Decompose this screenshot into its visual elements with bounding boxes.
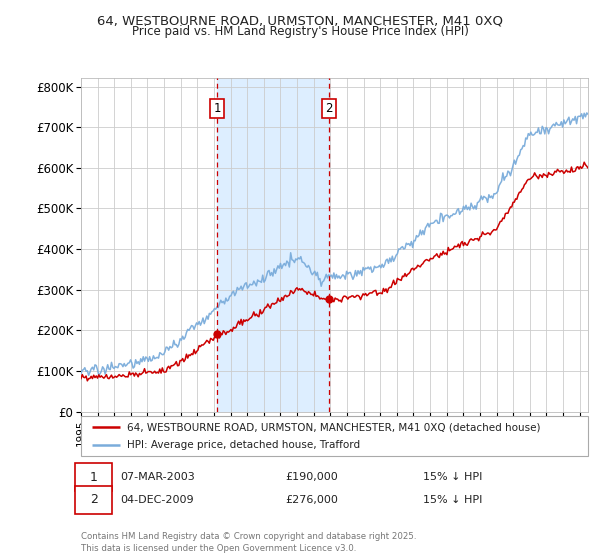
Bar	[217, 78, 329, 412]
Text: 64, WESTBOURNE ROAD, URMSTON, MANCHESTER, M41 0XQ: 64, WESTBOURNE ROAD, URMSTON, MANCHESTER…	[97, 14, 503, 27]
Text: 2: 2	[325, 102, 333, 115]
Text: 2: 2	[89, 493, 98, 506]
Text: Price paid vs. HM Land Registry's House Price Index (HPI): Price paid vs. HM Land Registry's House …	[131, 25, 469, 38]
Text: 1: 1	[89, 470, 98, 484]
Text: 1: 1	[213, 102, 221, 115]
Text: 07-MAR-2003: 07-MAR-2003	[120, 472, 195, 482]
Text: Contains HM Land Registry data © Crown copyright and database right 2025.
This d: Contains HM Land Registry data © Crown c…	[81, 533, 416, 553]
Text: £190,000: £190,000	[285, 472, 338, 482]
Text: 64, WESTBOURNE ROAD, URMSTON, MANCHESTER, M41 0XQ (detached house): 64, WESTBOURNE ROAD, URMSTON, MANCHESTER…	[127, 422, 541, 432]
Text: HPI: Average price, detached house, Trafford: HPI: Average price, detached house, Traf…	[127, 440, 361, 450]
Text: £276,000: £276,000	[285, 494, 338, 505]
Text: 15% ↓ HPI: 15% ↓ HPI	[423, 472, 482, 482]
Text: 15% ↓ HPI: 15% ↓ HPI	[423, 494, 482, 505]
Text: 04-DEC-2009: 04-DEC-2009	[120, 494, 194, 505]
